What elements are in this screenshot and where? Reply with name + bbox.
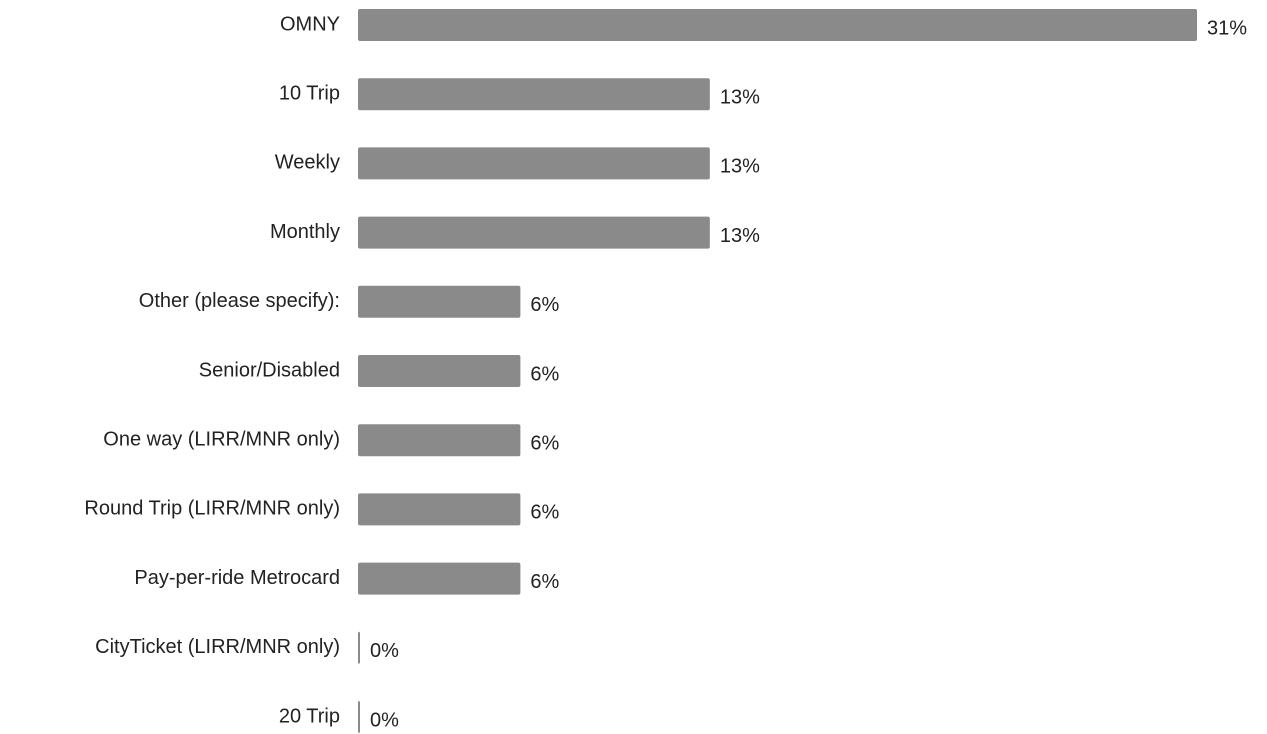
category-label: Other (please specify): — [139, 290, 340, 312]
value-label: 0% — [370, 640, 399, 662]
category-label: One way (LIRR/MNR only) — [103, 428, 340, 450]
value-label: 31% — [1207, 17, 1247, 39]
bar — [358, 147, 710, 180]
category-label: CityTicket (LIRR/MNR only) — [95, 636, 340, 658]
bar — [358, 78, 710, 111]
category-label: Senior/Disabled — [199, 359, 340, 381]
category-label: Weekly — [275, 152, 340, 174]
bar — [358, 701, 360, 733]
category-label: Pay-per-ride Metrocard — [134, 567, 340, 589]
value-label: 13% — [720, 156, 760, 178]
bar — [358, 285, 521, 318]
value-label: 6% — [530, 502, 559, 524]
value-label: 6% — [530, 432, 559, 454]
category-label: Monthly — [270, 221, 340, 243]
bar — [358, 631, 360, 664]
value-label: 13% — [720, 86, 760, 108]
bar — [358, 355, 521, 387]
category-label: 20 Trip — [279, 705, 340, 727]
value-label: 6% — [530, 571, 559, 593]
category-label: OMNY — [280, 13, 340, 35]
value-label: 6% — [530, 294, 559, 316]
bar — [358, 9, 1197, 41]
bar — [358, 493, 521, 526]
value-label: 13% — [720, 225, 760, 247]
category-label: Round Trip (LIRR/MNR only) — [84, 498, 340, 520]
bar — [358, 216, 710, 249]
category-label: 10 Trip — [279, 82, 340, 104]
bar — [358, 424, 521, 457]
value-label: 6% — [530, 363, 559, 385]
value-label: 0% — [370, 709, 399, 731]
bar — [358, 562, 521, 595]
